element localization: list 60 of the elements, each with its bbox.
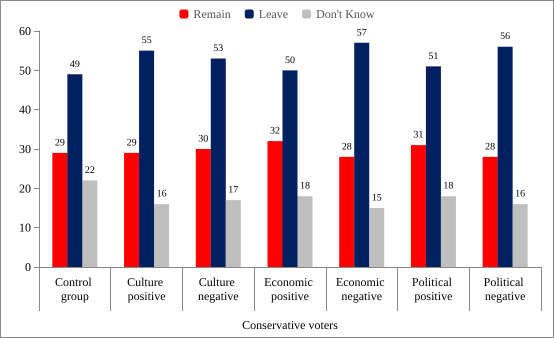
bar (124, 152, 140, 267)
data-label: 55 (142, 35, 152, 46)
bar (426, 66, 441, 267)
data-label: 49 (70, 58, 80, 70)
bar (512, 204, 528, 267)
data-label: 18 (443, 180, 454, 192)
data-label: 53 (213, 43, 224, 54)
bar (410, 145, 426, 267)
data-label: 29 (54, 137, 65, 148)
y-tick-label: 0 (25, 260, 31, 274)
x-tick-label: Control group (55, 275, 95, 303)
x-tick-label: Political positive (412, 275, 455, 303)
x-tick-label: Economic negative (336, 275, 388, 303)
bar (154, 204, 170, 267)
y-tick-label: 20 (19, 181, 31, 196)
bar (139, 50, 154, 267)
y-tick-label: 30 (19, 142, 31, 156)
y-tick-label: 50 (19, 63, 31, 78)
x-axis-title: Conservative voters (242, 318, 338, 332)
x-tick-label: Economic positive (264, 275, 316, 303)
bar (369, 208, 384, 267)
data-label: 28 (342, 141, 352, 152)
data-label: 29 (126, 137, 137, 148)
data-label: 56 (500, 31, 510, 42)
data-label: 30 (198, 134, 208, 144)
legend-label: Don't Know (316, 7, 375, 21)
bar (226, 200, 241, 267)
bar (482, 156, 498, 267)
data-label: 57 (356, 27, 367, 38)
data-label: 17 (228, 184, 238, 196)
x-tick-label: Political negative (484, 275, 527, 303)
data-label: 18 (300, 180, 310, 192)
bar (498, 46, 513, 267)
y-tick-label: 40 (19, 102, 31, 117)
bar (268, 141, 282, 267)
y-tick-label: 10 (19, 220, 31, 235)
bar (339, 156, 354, 267)
data-label: 16 (515, 188, 526, 200)
bar (67, 74, 82, 267)
bar (52, 152, 68, 267)
legend-label: Remain (193, 7, 231, 21)
data-label: 15 (372, 192, 382, 204)
data-label: 32 (270, 126, 280, 137)
data-label: 51 (428, 50, 438, 62)
data-label: 22 (84, 164, 95, 176)
bar (82, 180, 98, 267)
legend-label: Leave (258, 7, 288, 21)
y-tick-label: 60 (19, 24, 31, 38)
bar (196, 149, 211, 267)
bar (210, 58, 226, 267)
data-label: 16 (156, 188, 167, 200)
x-tick-label: Culture positive (127, 275, 166, 303)
bar (354, 42, 370, 267)
data-label: 31 (413, 130, 424, 141)
bar (440, 196, 456, 267)
data-label: 28 (485, 141, 496, 152)
bar (298, 196, 312, 267)
x-tick-label: Culture negative (198, 275, 239, 303)
data-label: 50 (285, 54, 295, 66)
bar (282, 70, 298, 267)
